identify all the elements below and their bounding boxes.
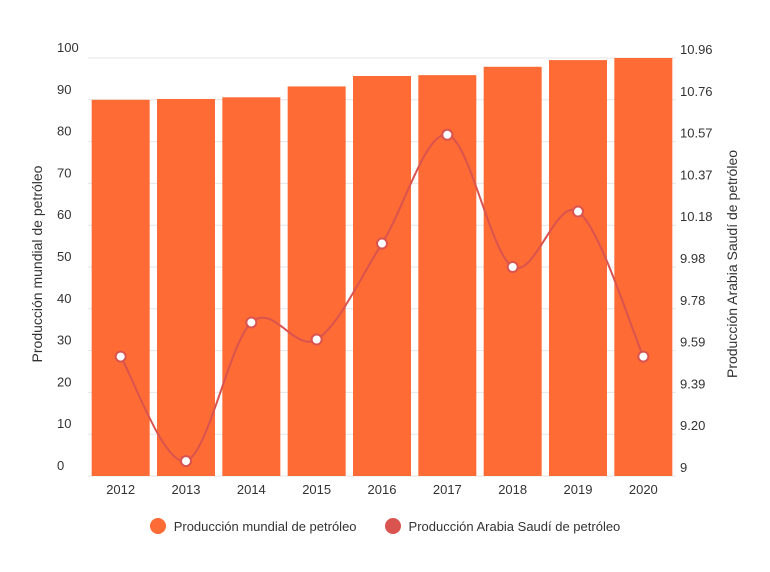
left-tick-label: 50 [57,249,71,264]
left-tick-label: 60 [57,207,71,222]
line-point[interactable] [506,261,519,273]
bar[interactable] [614,58,673,476]
left-tick-label: 100 [57,40,79,55]
line-point[interactable] [245,316,258,329]
line-points [114,128,650,468]
bar[interactable] [222,97,281,477]
x-tick-label: 2018 [498,482,527,497]
right-tick-label: 9.78 [680,293,705,308]
left-tick-label: 20 [57,374,71,389]
right-tick-label: 9 [680,460,687,475]
line-point[interactable] [310,333,323,346]
right-tick-label: 10.37 [680,167,713,182]
right-tick-label: 9.39 [680,376,705,391]
line-point[interactable] [114,350,127,363]
line-point[interactable] [572,205,584,218]
legend-item-saudi[interactable]: Producción Arabia Saudí de petróleo [384,518,621,534]
line-point[interactable] [180,455,192,468]
line-series [119,133,645,463]
x-tick-label: 2017 [433,482,462,497]
bars [91,58,673,477]
legend-label-saudi: Producción Arabia Saudí de petróleo [408,518,621,534]
x-tick-label: 2012 [106,482,135,497]
right-tick-label: 9.20 [680,418,705,433]
right-tick-label: 10.76 [680,84,713,99]
right-tick-label: 9.98 [680,251,705,266]
line-point[interactable] [376,237,388,250]
bar[interactable] [157,98,215,477]
left-tick-label: 30 [57,333,71,348]
right-tick-label: 10.18 [680,209,713,224]
x-tick-label: 2019 [564,482,593,497]
bar[interactable] [418,75,477,476]
left-axis-title: Producción mundial de petróleo [29,165,45,362]
x-tick-label: 2013 [172,482,201,497]
left-tick-label: 70 [57,165,71,180]
left-tick-label: 10 [57,416,71,431]
line-point[interactable] [441,128,454,141]
saudi-line [119,133,645,463]
legend-swatch-world [149,518,166,534]
x-tick-label: 2015 [302,482,331,497]
legend-item-world[interactable]: Producción mundial de petróleo [149,518,357,534]
x-tick-label: 2020 [629,482,658,497]
right-tick-label: 10.96 [680,42,713,57]
bar[interactable] [549,60,607,477]
x-tick-label: 2014 [237,482,266,497]
right-axis-title: Producción Arabia Saudí de petróleo [724,150,740,378]
legend-label-world: Producción mundial de petróleo [173,518,357,534]
legend: Producción mundial de petróleo Producció… [0,518,770,534]
left-tick-label: 40 [57,291,71,306]
left-tick-label: 90 [57,82,71,97]
bar[interactable] [353,75,411,476]
bar[interactable] [91,99,150,477]
left-tick-label: 0 [57,458,64,473]
bar[interactable] [287,86,346,476]
x-tick-label: 2016 [368,482,397,497]
right-tick-label: 9.59 [680,335,705,350]
line-point[interactable] [637,350,650,363]
legend-swatch-saudi [384,518,401,534]
left-tick-label: 80 [57,124,71,139]
axes: 0 10 20 30 40 50 60 70 80 90 100 9 9.20 9.39 9.59 9.78 9… [57,40,713,497]
right-tick-label: 10.57 [680,126,713,141]
